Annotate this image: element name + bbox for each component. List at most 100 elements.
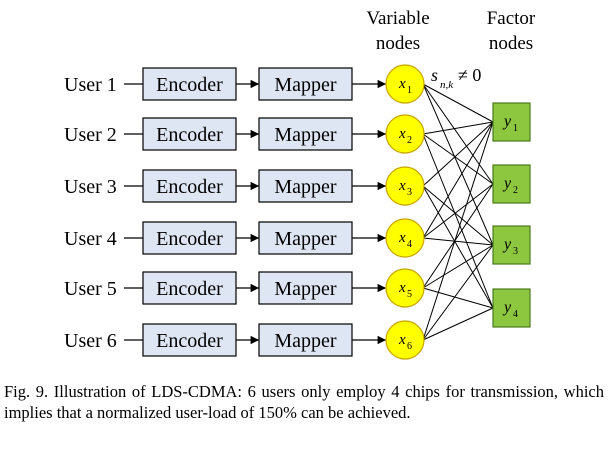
variable-node-subscript: 2 xyxy=(407,135,412,146)
factor-node-box xyxy=(492,102,531,142)
edge-label-symbol: s xyxy=(431,65,438,85)
encoder-label: Encoder xyxy=(156,74,223,96)
encoder-label: Encoder xyxy=(156,124,223,146)
variable-node-symbol: x xyxy=(398,230,406,246)
mapper-label: Mapper xyxy=(274,74,337,96)
edge-line xyxy=(422,183,494,239)
variable-node-symbol: x xyxy=(398,178,406,194)
user-label: User 2 xyxy=(64,124,117,146)
user-label: User 6 xyxy=(64,330,117,352)
figure-caption: Fig. 9. Illustration of LDS-CDMA: 6 user… xyxy=(4,382,604,422)
factor-node-symbol: y xyxy=(502,175,512,192)
factor-node-symbol: y xyxy=(502,236,512,253)
user-label: User 1 xyxy=(64,74,117,96)
edge-line xyxy=(422,287,494,309)
mapper-box xyxy=(258,323,353,357)
edge-label-relation: ≠ 0 xyxy=(458,65,481,85)
variable-node-symbol: x xyxy=(398,76,406,92)
user-label: User 5 xyxy=(64,278,117,300)
variable-node-subscript: 4 xyxy=(407,239,412,250)
lds-cdma-diagram: Variable nodes Factor nodes User 1 Encode… xyxy=(64,8,536,360)
factor-node-box xyxy=(492,164,531,204)
factor-node-symbol: y xyxy=(502,299,512,316)
mapper-label: Mapper xyxy=(274,330,337,352)
variable-node xyxy=(385,320,425,360)
encoder-box xyxy=(142,67,237,101)
variable-node xyxy=(385,64,425,104)
variable-node-symbol: x xyxy=(398,126,406,142)
factor-nodes-header-line1: Factor xyxy=(487,8,536,29)
mapper-box xyxy=(258,221,353,255)
user-row: User 2 Encoder Mapper x 2 xyxy=(64,114,425,154)
variable-node-subscript: 1 xyxy=(407,85,412,96)
edge-line xyxy=(422,83,494,123)
edge-line xyxy=(422,121,494,239)
factor-node-box xyxy=(492,288,531,328)
edge-line xyxy=(422,121,494,135)
mapper-box xyxy=(258,169,353,203)
edge-line xyxy=(422,185,494,309)
variable-node-subscript: 6 xyxy=(407,341,412,352)
edge-line xyxy=(422,307,494,341)
edge-line xyxy=(422,183,494,289)
factor-nodes: y 1y 2y 3y 4 xyxy=(492,102,531,328)
mapper-box xyxy=(258,271,353,305)
variable-nodes-header-line1: Variable xyxy=(366,8,429,29)
edge-line xyxy=(422,133,494,309)
variable-node-subscript: 5 xyxy=(407,289,412,300)
encoder-label: Encoder xyxy=(156,228,223,250)
factor-node-subscript: 2 xyxy=(513,185,518,196)
encoder-box xyxy=(142,169,237,203)
user-row: User 1 Encoder Mapper x 1 xyxy=(64,64,425,104)
factor-node-subscript: 1 xyxy=(513,123,518,134)
user-row: User 6 Encoder Mapper x 6 xyxy=(64,320,425,360)
user-label: User 3 xyxy=(64,176,117,198)
variable-node xyxy=(385,218,425,258)
edge-line xyxy=(422,237,494,246)
mapper-label: Mapper xyxy=(274,124,337,146)
mapper-box xyxy=(258,117,353,151)
encoder-label: Encoder xyxy=(156,176,223,198)
mapper-label: Mapper xyxy=(274,278,337,300)
edge-line xyxy=(422,83,494,185)
factor-node-symbol: y xyxy=(502,113,512,130)
encoder-label: Encoder xyxy=(156,330,223,352)
edge-line xyxy=(422,121,494,341)
user-row: User 4 Encoder Mapper x 4 xyxy=(64,218,425,258)
edge-label-subscript: n,k xyxy=(440,79,454,91)
encoder-box xyxy=(142,323,237,357)
encoder-box xyxy=(142,271,237,305)
variable-node-symbol: x xyxy=(398,280,406,296)
factor-nodes-header-line2: nodes xyxy=(489,33,533,54)
factor-node-subscript: 3 xyxy=(513,246,518,257)
factor-node-subscript: 4 xyxy=(513,309,518,320)
edge-line xyxy=(422,133,494,185)
user-label: User 4 xyxy=(64,228,117,250)
encoder-box xyxy=(142,221,237,255)
user-row: User 3 Encoder Mapper x 3 xyxy=(64,166,425,206)
encoder-label: Encoder xyxy=(156,278,223,300)
edge-line xyxy=(422,83,494,246)
edges xyxy=(422,83,494,341)
edge-line xyxy=(422,244,494,289)
mapper-label: Mapper xyxy=(274,176,337,198)
variable-node-subscript: 3 xyxy=(407,187,412,198)
variable-node xyxy=(385,114,425,154)
variable-node xyxy=(385,268,425,308)
mapper-label: Mapper xyxy=(274,228,337,250)
encoder-box xyxy=(142,117,237,151)
variable-nodes-header-line2: nodes xyxy=(376,33,420,54)
factor-node-box xyxy=(492,225,531,265)
edge-line xyxy=(422,244,494,341)
edge-line xyxy=(422,185,494,246)
mapper-box xyxy=(258,67,353,101)
user-row: User 5 Encoder Mapper x 5 xyxy=(64,268,425,308)
edge-line xyxy=(422,121,494,187)
variable-node xyxy=(385,166,425,206)
variable-node-symbol: x xyxy=(398,332,406,348)
